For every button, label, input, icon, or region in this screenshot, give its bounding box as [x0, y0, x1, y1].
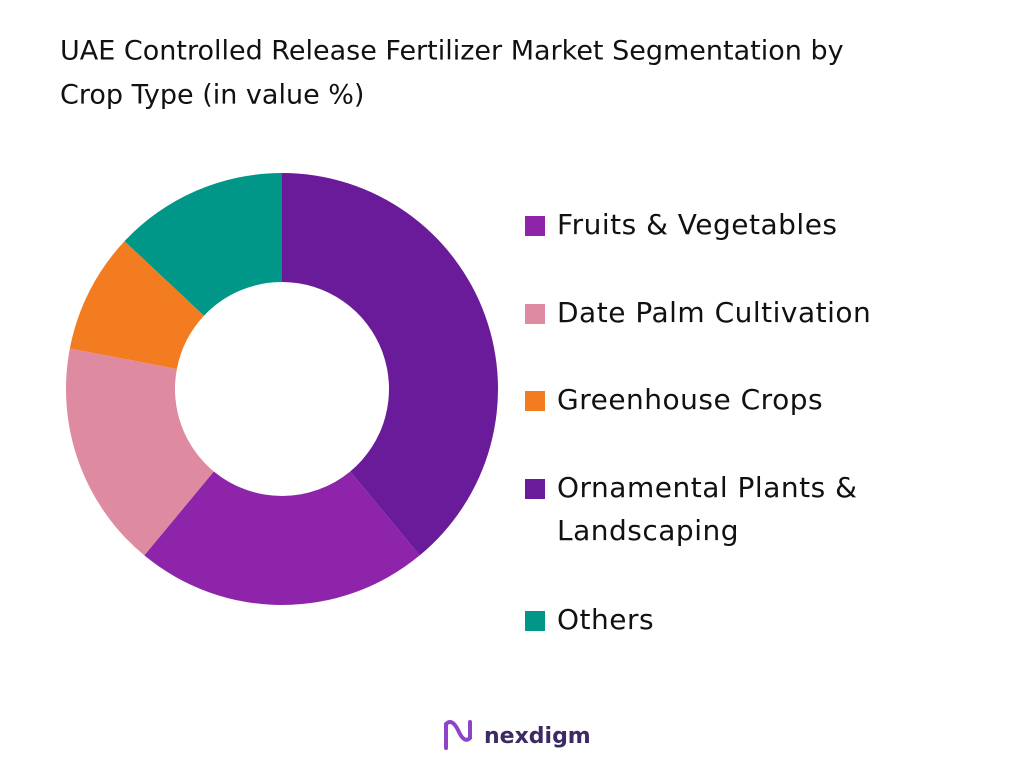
legend-label: Fruits & Vegetables: [557, 208, 838, 241]
chart-title: Crop Type (in value %): [60, 80, 364, 111]
legend-swatch: [525, 611, 545, 631]
legend-label: Landscaping: [557, 514, 739, 547]
donut-slice: [282, 173, 498, 556]
legend-label: Others: [557, 603, 654, 636]
donut-slice: [124, 173, 282, 316]
legend-swatch: [525, 479, 545, 499]
chart-title: UAE Controlled Release Fertilizer Market…: [60, 36, 844, 67]
legend-swatch: [525, 304, 545, 324]
logo-icon: [444, 720, 472, 750]
legend-label: Date Palm Cultivation: [557, 296, 871, 329]
donut-slice: [144, 471, 420, 605]
legend-swatch: [525, 391, 545, 411]
donut-slice: [69, 241, 205, 369]
logo-text: nexdigm: [484, 724, 591, 749]
legend-label: Ornamental Plants &: [557, 471, 857, 504]
logo-mark: [444, 720, 472, 750]
legend-label: Greenhouse Crops: [557, 383, 823, 416]
donut-slice: [65, 348, 214, 556]
legend-swatch: [525, 216, 545, 236]
